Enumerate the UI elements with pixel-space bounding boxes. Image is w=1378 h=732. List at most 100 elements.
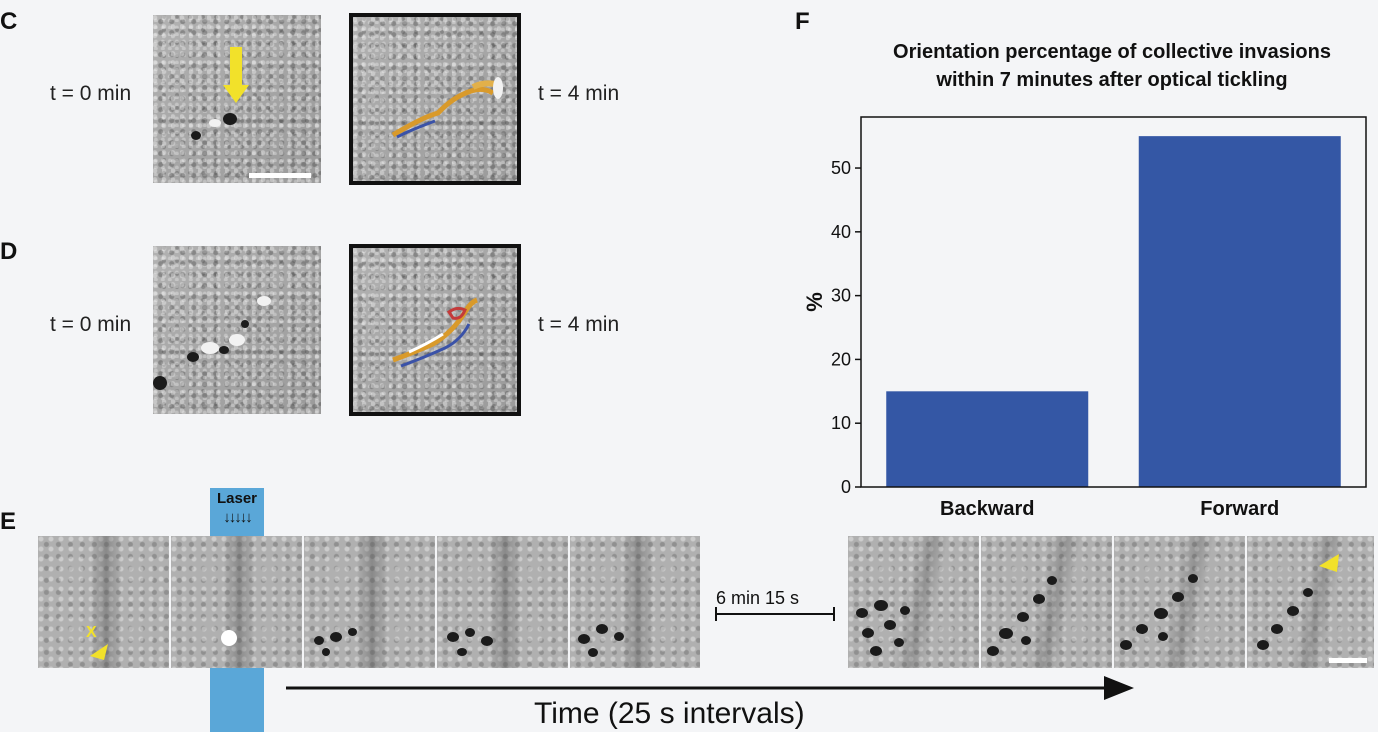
cell-blob <box>1120 640 1132 650</box>
bar-forward <box>1138 136 1341 487</box>
cell-blob <box>481 636 493 646</box>
panel-c-t4-label: t = 4 min <box>538 82 620 105</box>
cell-blob <box>1188 574 1198 583</box>
panel-d-letter: D <box>0 238 18 265</box>
x-tick-label: Forward <box>1200 498 1279 520</box>
y-tick-label: 0 <box>841 477 851 497</box>
cell-blob <box>894 638 904 647</box>
time-arrow <box>286 676 1134 700</box>
panel-c-image-t4 <box>349 13 521 185</box>
panel-d-t0-label: t = 0 min <box>50 313 132 336</box>
cell-blob <box>588 648 598 657</box>
cell-blob <box>1033 594 1045 604</box>
chart-title: Orientation percentage of collective inv… <box>846 38 1378 94</box>
y-tick-label: 40 <box>831 222 851 242</box>
cell-blob <box>1257 640 1269 650</box>
yellow-arrowhead-icon <box>1319 554 1339 572</box>
cell-blob <box>322 648 330 656</box>
y-tick-label: 20 <box>831 349 851 369</box>
cell-blob <box>999 628 1013 639</box>
panel-c-t0-label: t = 0 min <box>50 82 132 105</box>
panel-c-image-t0 <box>153 15 321 183</box>
time-lapse-frame <box>1247 536 1374 668</box>
yellow-arrowhead-icon <box>90 644 108 660</box>
cell-blob <box>1017 612 1029 622</box>
cell-blob <box>1136 624 1148 634</box>
panel-d-t4-label: t = 4 min <box>538 313 620 336</box>
cell-blob <box>447 632 459 642</box>
plot-frame <box>860 116 1367 488</box>
cell-blob <box>614 632 624 641</box>
cell-blob <box>314 636 324 645</box>
y-tick-label: 50 <box>831 158 851 178</box>
laser-label: Laser <box>216 490 258 507</box>
time-lapse-frame <box>981 536 1114 668</box>
x-tick-label: Backward <box>940 498 1035 520</box>
cell-blob <box>862 628 874 638</box>
cell-blob <box>1271 624 1283 634</box>
yellow-arrow-icon <box>223 47 249 103</box>
chart-title-line-1: Orientation percentage of collective inv… <box>893 41 1331 63</box>
time-lapse-frame <box>848 536 981 668</box>
cell-blob <box>1154 608 1168 619</box>
laser-arrows-icon: ↓↓↓↓↓ <box>223 509 253 526</box>
cell-track-overlay <box>391 80 500 139</box>
cell-blob <box>987 646 999 656</box>
cell-blob <box>1303 588 1313 597</box>
cell-blob-bright <box>257 296 271 306</box>
cell-blob <box>870 646 882 656</box>
cell-blob-bright <box>209 119 221 127</box>
cell-blob <box>465 628 475 637</box>
cell-blob <box>1158 632 1168 641</box>
time-lapse-frame <box>437 536 570 668</box>
cell-blob <box>348 628 357 636</box>
bar-chart: % Backward Forward 0 10 20 30 40 50 <box>802 116 1367 520</box>
cell-blob <box>1047 576 1057 585</box>
cell-blob <box>596 624 608 634</box>
y-axis-label: % <box>802 292 827 312</box>
time-lapse-frame <box>570 536 700 668</box>
cell-blob <box>856 608 868 618</box>
time-gap-bracket <box>715 607 835 621</box>
y-tick-label: 10 <box>831 413 851 433</box>
cell-blob <box>187 352 199 362</box>
cell-blob <box>457 648 467 656</box>
time-lapse-frame <box>1114 536 1247 668</box>
laser-beam-top <box>210 488 264 538</box>
chart-title-line-2: within 7 minutes after optical tickling <box>936 69 1288 91</box>
cell-blob <box>219 346 229 354</box>
laser-spot <box>221 630 237 646</box>
cell-blob <box>1172 592 1184 602</box>
time-lapse-frame <box>304 536 437 668</box>
laser-beam-bottom <box>210 668 264 732</box>
cell-track-overlay <box>392 297 478 368</box>
time-gap-label: 6 min 15 s <box>716 588 800 608</box>
panel-d-image-t0 <box>153 246 321 414</box>
cell-blob <box>900 606 910 615</box>
cell-blob-bright <box>493 77 503 99</box>
x-marker: X <box>86 624 97 641</box>
time-lapse-frame <box>171 536 304 668</box>
cell-blob <box>884 620 896 630</box>
cell-blob-bright <box>201 342 219 354</box>
cell-blob <box>241 320 249 328</box>
y-tick-label: 30 <box>831 286 851 306</box>
panel-f-letter: F <box>795 8 810 35</box>
time-lapse-frame: X <box>38 536 171 668</box>
panel-e-letter: E <box>0 508 17 535</box>
scale-bar <box>249 173 311 178</box>
cell-blob <box>330 632 342 642</box>
time-lapse-strip-early: X <box>38 536 700 668</box>
cell-blob <box>874 600 888 611</box>
panel-c-letter: C <box>0 8 18 35</box>
scale-bar <box>1329 658 1367 663</box>
time-axis-label: Time (25 s intervals) <box>534 697 805 730</box>
cell-blob-bright <box>229 334 245 346</box>
time-lapse-strip-late <box>848 536 1374 668</box>
cell-blob <box>191 131 201 140</box>
cell-blob <box>223 113 237 125</box>
panel-d-image-t4 <box>349 244 521 416</box>
cell-blob <box>578 634 590 644</box>
cell-blob <box>1021 636 1031 645</box>
cell-blob <box>153 376 167 390</box>
